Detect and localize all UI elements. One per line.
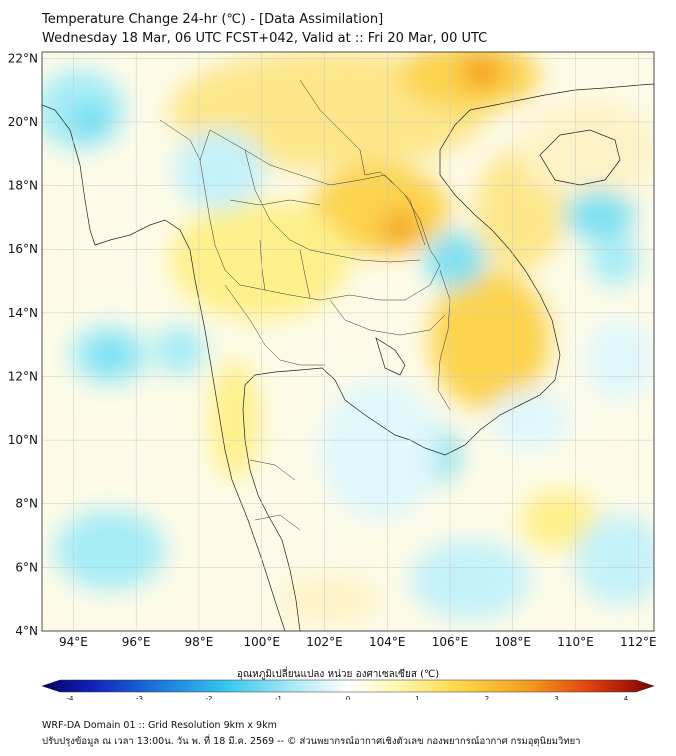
temperature-change-map: 22°N 20°N 18°N 16°N 14°N 12°N 10°N 8°N 6°N 4°N 94…: [8, 51, 657, 700]
colorbar-ticks: -4 -3 -2 -1 0 1 2 3 4: [67, 695, 629, 700]
colorbar-bar: [41, 679, 655, 693]
latitude-label: 22°N: [8, 51, 38, 65]
coastlines: [42, 83, 654, 631]
map-title: Temperature Change 24-hr (℃) - [Data Ass…: [42, 12, 384, 27]
colorbar: -4 -3 -2 -1 0 1 2 3 4: [41, 679, 655, 700]
map-frame: [41, 51, 655, 632]
longitude-label: 104°E: [369, 635, 406, 649]
longitude-label: 96°E: [122, 635, 151, 649]
longitude-label: 108°E: [495, 635, 532, 649]
longitude-label: 110°E: [557, 635, 594, 649]
latitude-label: 16°N: [8, 242, 38, 256]
colorbar-tick-label: 1: [415, 695, 419, 700]
latitude-label: 10°N: [8, 433, 38, 447]
colorbar-tick-label: 3: [554, 695, 558, 700]
province-borders: [159, 79, 451, 531]
colorbar-tick-label: 4: [624, 695, 629, 700]
longitude-label: 112°E: [620, 635, 657, 649]
latitude-label: 6°N: [15, 560, 38, 574]
latitude-label: 12°N: [8, 369, 38, 383]
latitude-labels: 22°N 20°N 18°N 16°N 14°N 12°N 10°N 8°N 6°N 4°N: [8, 51, 38, 638]
colorbar-tick-label: -2: [206, 695, 213, 700]
latitude-label: 4°N: [15, 624, 38, 638]
latitude-label: 20°N: [8, 115, 38, 129]
footer-line-2: ปรับปรุงข้อมูล ณ เวลา 13:00น. วัน พ. ที่…: [42, 736, 581, 747]
footer-line-1: WRF-DA Domain 01 :: Grid Resolution 9km …: [42, 720, 277, 731]
colorbar-tick-label: -3: [136, 695, 143, 700]
longitude-label: 94°E: [59, 635, 88, 649]
latitude-label: 18°N: [8, 179, 38, 193]
graticule: [42, 52, 654, 631]
longitude-labels: 94°E 96°E 98°E 100°E 102°E 104°E 106°E 108°E 110…: [59, 635, 657, 649]
colorbar-tick-label: 0: [346, 695, 350, 700]
colorbar-tick-label: 2: [485, 695, 489, 700]
longitude-label: 102°E: [306, 635, 343, 649]
colorbar-tick-label: -1: [275, 695, 282, 700]
latitude-label: 14°N: [8, 306, 38, 320]
longitude-label: 100°E: [243, 635, 280, 649]
colorbar-tick-label: -4: [67, 695, 75, 700]
temperature-field: [42, 52, 654, 631]
map-subtitle: Wednesday 18 Mar, 06 UTC FCST+042, Valid…: [42, 31, 488, 46]
latitude-label: 8°N: [15, 497, 38, 511]
longitude-label: 106°E: [432, 635, 469, 649]
colorbar-title: อุณหภูมิเปลี่ยนแปลง หน่วย องศาเซลเซียส (…: [236, 669, 440, 680]
longitude-label: 98°E: [184, 635, 213, 649]
